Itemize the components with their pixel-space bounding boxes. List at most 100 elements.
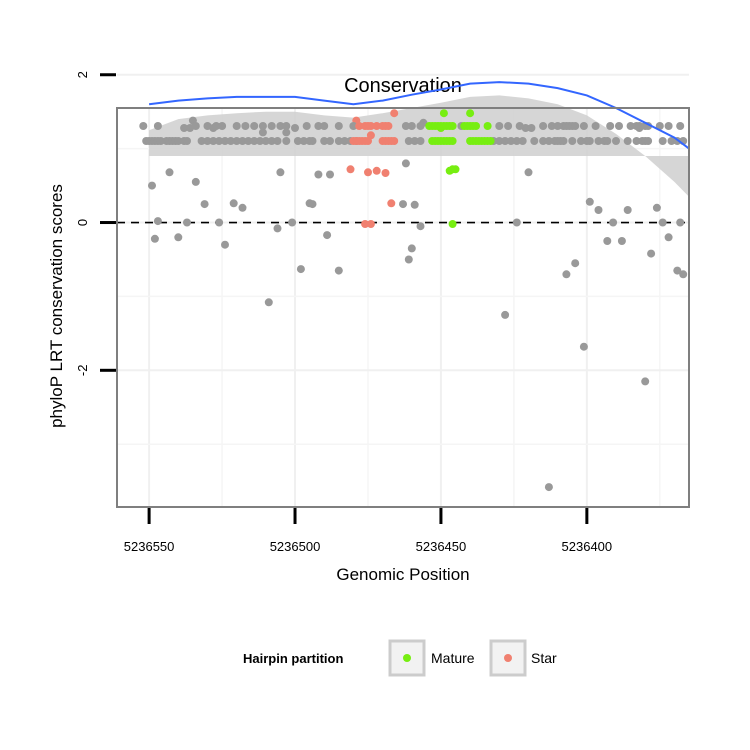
data-point-other <box>594 137 603 145</box>
data-point-other <box>273 137 282 145</box>
data-point-other <box>334 122 343 130</box>
chart-title: Conservation <box>344 75 462 97</box>
data-point-other <box>323 231 332 240</box>
data-point-star <box>372 122 381 130</box>
data-point-other <box>673 266 682 275</box>
data-point-other <box>579 122 588 130</box>
data-point-other <box>288 218 297 227</box>
data-point-star <box>346 165 355 174</box>
data-point-star <box>390 109 399 118</box>
data-point-mature <box>448 220 457 228</box>
data-point-other <box>404 137 413 145</box>
data-point-other <box>641 377 650 386</box>
data-point-other <box>524 168 533 177</box>
data-point-other <box>264 298 273 307</box>
data-point-other <box>416 137 425 145</box>
legend-title: Hairpin partition <box>243 651 343 666</box>
data-point-other <box>512 218 521 227</box>
data-point-other <box>623 137 632 145</box>
y-tick-label: 2 <box>75 71 90 78</box>
data-point-other <box>553 122 562 130</box>
data-point-other <box>507 137 515 145</box>
data-point-other <box>585 137 594 145</box>
data-point-mature <box>451 165 460 174</box>
data-point-other <box>647 249 656 258</box>
y-axis-title: phyloP LRT conservation scores <box>47 184 66 428</box>
data-point-other <box>416 222 425 231</box>
data-point-other <box>212 122 221 130</box>
data-point-other <box>635 122 644 130</box>
data-point-other <box>276 168 285 177</box>
data-point-other <box>200 200 209 209</box>
data-point-other <box>539 122 548 130</box>
data-point-other <box>623 206 632 214</box>
data-point-other <box>232 122 241 130</box>
confidence-ribbon-layer <box>149 95 690 197</box>
data-point-other <box>261 137 270 145</box>
data-point-other <box>320 122 329 130</box>
data-point-other <box>612 137 620 145</box>
data-point-other <box>276 122 285 130</box>
data-point-other <box>401 122 410 130</box>
x-tick-label: 5236400 <box>562 539 613 554</box>
legend-dot-mature <box>403 654 411 662</box>
data-point-other <box>153 217 162 226</box>
data-point-other <box>644 137 653 145</box>
data-point-other <box>165 168 174 177</box>
data-point-other <box>603 237 612 245</box>
data-point-other <box>197 137 206 145</box>
data-point-other <box>606 122 615 130</box>
data-point-star <box>364 168 372 177</box>
data-point-other <box>282 122 291 130</box>
data-point-other <box>544 483 553 492</box>
data-point-other <box>308 200 317 209</box>
data-point-other <box>258 122 267 130</box>
data-point-other <box>512 137 521 145</box>
data-point-other <box>293 137 302 145</box>
data-point-star <box>387 199 396 208</box>
data-point-other <box>282 137 291 145</box>
x-tick-label: 5236450 <box>416 539 467 554</box>
data-point-other <box>250 122 259 130</box>
data-point-other <box>609 218 618 227</box>
data-point-other <box>273 224 282 233</box>
data-point-other <box>221 137 229 145</box>
data-point-other <box>282 128 291 137</box>
data-point-mature <box>472 122 480 130</box>
data-point-other <box>594 206 603 214</box>
data-point-star <box>390 137 399 145</box>
data-point-mature <box>466 109 475 118</box>
plot-frame-layer <box>116 107 690 508</box>
data-point-other <box>215 218 224 227</box>
data-point-other <box>150 234 159 243</box>
data-point-other <box>320 137 329 145</box>
data-point-other <box>410 200 419 209</box>
data-point-other <box>299 137 308 145</box>
plot-panel <box>117 108 689 507</box>
data-point-other <box>591 122 600 130</box>
data-point-other <box>571 259 580 268</box>
data-point-other <box>658 218 667 227</box>
data-point-star <box>366 220 375 228</box>
data-point-other <box>515 122 524 130</box>
data-point-other <box>664 122 673 130</box>
data-point-other <box>667 137 676 145</box>
data-point-star <box>361 220 370 228</box>
data-point-other <box>226 137 235 145</box>
data-point-other <box>530 137 539 145</box>
data-point-other <box>544 137 553 145</box>
confidence-ribbon <box>149 95 690 197</box>
data-point-other <box>153 122 162 130</box>
data-point-other <box>495 137 504 145</box>
data-point-other <box>258 128 267 137</box>
data-point-other <box>326 170 334 179</box>
x-tick-label: 5236500 <box>270 539 321 554</box>
data-point-other <box>180 124 189 132</box>
data-point-other <box>501 137 510 145</box>
data-point-other <box>218 122 227 130</box>
data-point-other <box>501 310 510 319</box>
legend: Hairpin partition Mature Star <box>243 639 557 677</box>
data-point-other <box>314 170 323 179</box>
